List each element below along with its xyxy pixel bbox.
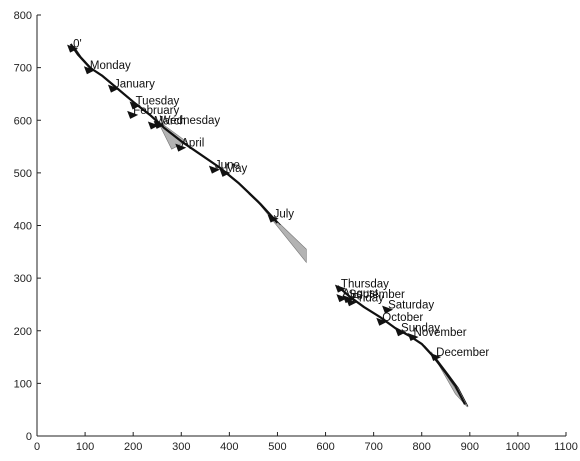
point-marker bbox=[147, 121, 159, 130]
point-marker bbox=[334, 284, 346, 293]
point-marker bbox=[153, 120, 165, 129]
point-label: Sunday bbox=[401, 322, 440, 334]
point-label: Friday bbox=[352, 292, 384, 304]
trajectory-strand bbox=[73, 45, 281, 226]
point-marker bbox=[219, 168, 231, 177]
y-tick-label: 300 bbox=[14, 273, 32, 285]
x-tick-label: 100 bbox=[76, 441, 94, 453]
point-marker bbox=[175, 143, 187, 152]
point-label: January bbox=[114, 79, 155, 91]
point-label: September bbox=[349, 289, 405, 301]
point-marker bbox=[430, 353, 442, 362]
y-tick-label: 500 bbox=[14, 168, 32, 180]
y-tick-label: 600 bbox=[14, 115, 32, 127]
x-tick-label: 800 bbox=[413, 441, 431, 453]
x-tick-label: 1100 bbox=[554, 441, 578, 453]
point-label: Tuesday bbox=[136, 95, 180, 107]
point-label: December bbox=[436, 347, 489, 359]
point-label: November bbox=[414, 327, 467, 339]
point-label: Thursday bbox=[341, 279, 389, 291]
y-tick-label: 800 bbox=[14, 10, 32, 22]
x-tick-label: 200 bbox=[124, 441, 142, 453]
point-marker bbox=[107, 84, 119, 93]
x-tick-label: 1000 bbox=[506, 441, 530, 453]
trajectory-lines bbox=[69, 43, 469, 407]
point-label: April bbox=[181, 138, 204, 150]
x-tick-label: 900 bbox=[461, 441, 479, 453]
point-label: August bbox=[342, 288, 379, 300]
point-marker bbox=[336, 294, 348, 303]
point-marker bbox=[376, 317, 388, 326]
axes: 0 100 200 300 400 500 600 700 800 900 1000 1100 0 100… bbox=[14, 10, 578, 453]
point-marker bbox=[267, 214, 279, 223]
point-label: 0' bbox=[73, 39, 82, 51]
y-tick-label: 200 bbox=[14, 326, 32, 338]
point-marker bbox=[129, 101, 141, 110]
point-label: May bbox=[226, 163, 248, 175]
x-tick-label: 300 bbox=[172, 441, 190, 453]
x-tick-label: 400 bbox=[220, 441, 238, 453]
point-label: Saturday bbox=[388, 300, 434, 312]
shadow-wedges bbox=[156, 120, 468, 408]
point-label: June bbox=[215, 160, 240, 172]
x-tick-label: 500 bbox=[268, 441, 286, 453]
x-tick-label: 600 bbox=[316, 441, 334, 453]
point-marker bbox=[382, 305, 394, 314]
y-tick-label: 100 bbox=[14, 378, 32, 390]
x-tick-label: 0 bbox=[34, 441, 40, 453]
shadow-wedge bbox=[248, 193, 307, 264]
point-label: October bbox=[382, 312, 423, 324]
y-tick-label: 700 bbox=[14, 63, 32, 75]
point-label: March bbox=[154, 115, 186, 127]
point-marker bbox=[407, 333, 419, 342]
point-marker bbox=[395, 328, 407, 337]
point-label: Monday bbox=[90, 60, 131, 72]
point-marker bbox=[83, 66, 95, 75]
point-marker bbox=[67, 44, 79, 53]
point-label: February bbox=[133, 105, 179, 117]
x-tick-label: 700 bbox=[364, 441, 382, 453]
point-marker bbox=[208, 165, 220, 174]
point-label: July bbox=[274, 209, 295, 221]
word-labels: 0'MondayJanuaryTuesdayFebruaryWednesdayM… bbox=[67, 39, 489, 362]
y-tick-label: 0 bbox=[26, 431, 32, 443]
point-marker bbox=[127, 110, 139, 119]
point-label: Wednesday bbox=[160, 115, 221, 127]
point-marker bbox=[345, 298, 357, 307]
y-tick-label: 400 bbox=[14, 221, 32, 233]
